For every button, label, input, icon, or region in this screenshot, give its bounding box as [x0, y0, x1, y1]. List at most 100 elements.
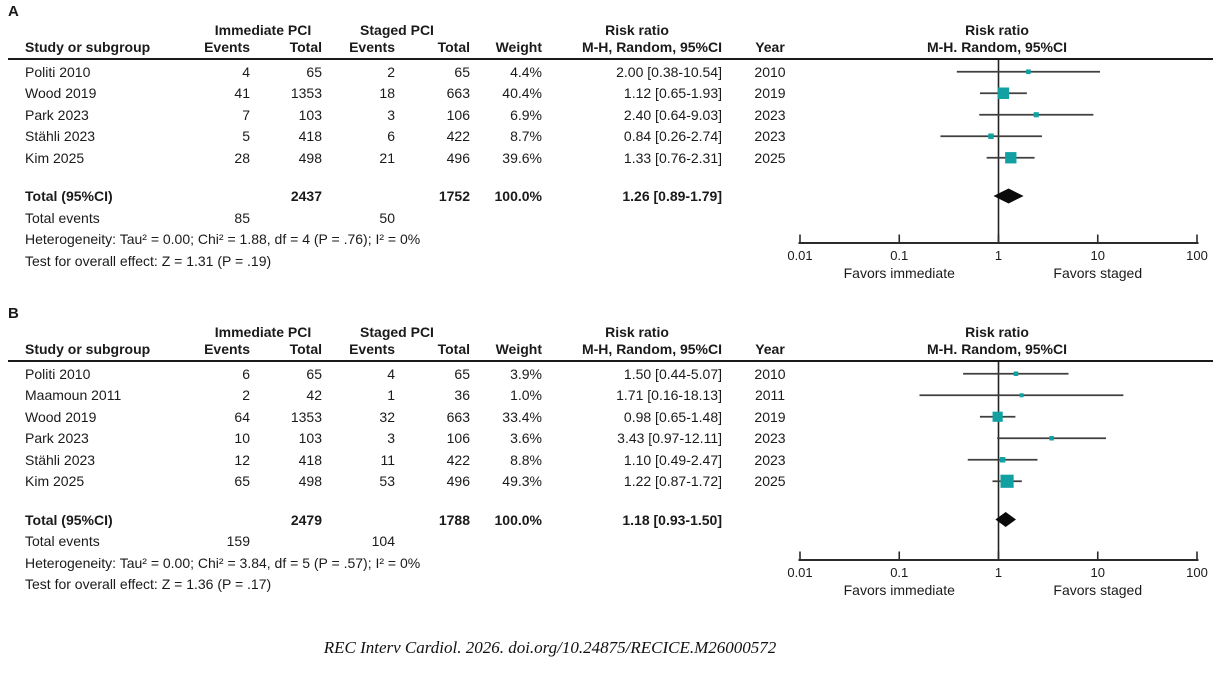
- cell-year: 2023: [754, 106, 786, 123]
- cell-events-immediate: 65: [234, 473, 250, 490]
- cell-total-staged: 65: [454, 63, 470, 80]
- cell-total-staged: 422: [446, 451, 470, 468]
- cell-total-immediate: 498: [298, 473, 322, 490]
- column-risk-ratio-title: Risk ratio: [605, 22, 669, 38]
- total-weight: 100.0%: [494, 188, 542, 204]
- column-group-staged-pci: Staged PCI: [360, 324, 434, 340]
- total-immediate: 2479: [290, 511, 322, 528]
- cell-year: 2010: [754, 63, 786, 80]
- cell-risk-ratio: 1.33 [0.76-2.31]: [623, 149, 722, 166]
- cell-total-immediate: 103: [298, 106, 322, 123]
- cell-events-staged: 3: [387, 430, 395, 447]
- effect-square: [1049, 436, 1054, 441]
- column-group-immediate-pci: Immediate PCI: [214, 324, 312, 340]
- cell-weight: 8.8%: [510, 451, 542, 468]
- total-row-label: Total (95%CI): [25, 188, 113, 204]
- total-row-label: Total (95%CI): [25, 511, 113, 528]
- cell-total-staged: 496: [446, 149, 470, 166]
- axis-favors-left-label: Favors immediate: [843, 265, 955, 281]
- cell-risk-ratio: 0.98 [0.65-1.48]: [623, 408, 722, 425]
- cell-total-staged: 106: [446, 430, 470, 447]
- plot-title: Risk ratio: [965, 324, 1029, 340]
- total-risk-ratio: 1.26 [0.89-1.79]: [622, 188, 722, 204]
- effect-square: [1000, 474, 1014, 488]
- column-year: Year: [755, 39, 785, 55]
- cell-total-immediate: 1353: [290, 85, 322, 102]
- overall-effect-text: Test for overall effect: Z = 1.36 (P = .…: [25, 576, 272, 592]
- total-immediate: 2437: [290, 188, 322, 204]
- axis-tick-label: 1: [994, 565, 1003, 580]
- cell-year: 2023: [754, 128, 786, 145]
- cell-events-immediate: 4: [242, 63, 250, 80]
- cell-risk-ratio: 1.71 [0.16-18.13]: [616, 387, 722, 404]
- pooled-diamond: [995, 512, 1016, 527]
- cell-events-immediate: 2: [242, 387, 250, 404]
- cell-weight: 3.6%: [510, 430, 542, 447]
- axis-tick-label: 0.1: [890, 565, 909, 580]
- column-study-or-subgroup: Study or subgroup: [25, 39, 151, 55]
- cell-events-staged: 21: [379, 149, 395, 166]
- cell-risk-ratio: 2.40 [0.64-9.03]: [623, 106, 722, 123]
- panel-label: A: [8, 3, 19, 20]
- column-risk-ratio-sub: M-H, Random, 95%CI: [581, 39, 722, 55]
- cell-total-staged: 65: [454, 365, 470, 382]
- cell-events-immediate: 41: [234, 85, 250, 102]
- column-group-staged-pci: Staged PCI: [360, 22, 434, 38]
- study-name: Wood 2019: [25, 408, 97, 425]
- cell-events-immediate: 28: [234, 149, 250, 166]
- effect-square: [1005, 152, 1017, 164]
- pooled-diamond: [993, 188, 1024, 204]
- total-events-staged: 104: [371, 533, 395, 549]
- cell-events-immediate: 5: [242, 128, 250, 145]
- cell-total-staged: 663: [446, 85, 470, 102]
- panel-A: A Immediate PCI Staged PCI Risk ratio Risk r…: [0, 0, 1223, 288]
- axis-tick-label: 0.1: [890, 248, 909, 263]
- total-events-immediate: 159: [226, 533, 250, 549]
- cell-risk-ratio: 1.10 [0.49-2.47]: [623, 451, 722, 468]
- header-rule: [8, 58, 1213, 60]
- column-events-immediate: Events: [204, 341, 250, 357]
- study-name: Maamoun 2011: [25, 387, 122, 404]
- heterogeneity-text: Heterogeneity: Tau² = 0.00; Chi² = 1.88,…: [25, 231, 421, 247]
- study-name: Park 2023: [25, 106, 89, 123]
- cell-events-staged: 6: [387, 128, 395, 145]
- cell-risk-ratio: 1.12 [0.65-1.93]: [623, 85, 722, 102]
- header-rule: [8, 360, 1213, 362]
- plot-subtitle: M-H. Random, 95%CI: [926, 341, 1067, 357]
- forest-plot-svg: [798, 362, 1199, 561]
- study-name: Wood 2019: [25, 85, 97, 102]
- column-total-staged: Total: [437, 341, 470, 357]
- column-study-or-subgroup: Study or subgroup: [25, 341, 151, 357]
- column-events-immediate: Events: [204, 39, 250, 55]
- total-risk-ratio: 1.18 [0.93-1.50]: [622, 511, 722, 528]
- plot-title: Risk ratio: [965, 22, 1029, 38]
- cell-risk-ratio: 0.84 [0.26-2.74]: [623, 128, 722, 145]
- cell-total-immediate: 42: [306, 387, 322, 404]
- column-total-immediate: Total: [289, 39, 322, 55]
- cell-year: 2011: [754, 387, 786, 404]
- axis-tick-label: 10: [1090, 565, 1105, 580]
- cell-weight: 33.4%: [502, 408, 542, 425]
- citation: REC Interv Cardiol. 2026. doi.org/10.248…: [323, 638, 777, 657]
- effect-square: [999, 457, 1006, 463]
- column-risk-ratio-sub: M-H, Random, 95%CI: [581, 341, 722, 357]
- axis-tick-label: 100: [1186, 248, 1208, 263]
- total-staged: 1788: [438, 511, 470, 528]
- axis-tick-label: 100: [1186, 565, 1208, 580]
- cell-events-staged: 3: [387, 106, 395, 123]
- cell-year: 2025: [754, 473, 786, 490]
- cell-total-staged: 663: [446, 408, 470, 425]
- study-name: Stähli 2023: [25, 128, 96, 145]
- cell-weight: 3.9%: [510, 365, 542, 382]
- cell-weight: 1.0%: [510, 387, 542, 404]
- cell-weight: 39.6%: [502, 149, 542, 166]
- column-group-immediate-pci: Immediate PCI: [214, 22, 312, 38]
- total-staged: 1752: [438, 188, 470, 204]
- forest-plot-svg: [798, 60, 1199, 244]
- cell-total-immediate: 418: [298, 451, 322, 468]
- cell-risk-ratio: 1.22 [0.87-1.72]: [623, 473, 722, 490]
- overall-effect-text: Test for overall effect: Z = 1.31 (P = .…: [25, 252, 272, 269]
- cell-events-staged: 11: [380, 451, 395, 468]
- total-events-staged: 50: [379, 209, 395, 226]
